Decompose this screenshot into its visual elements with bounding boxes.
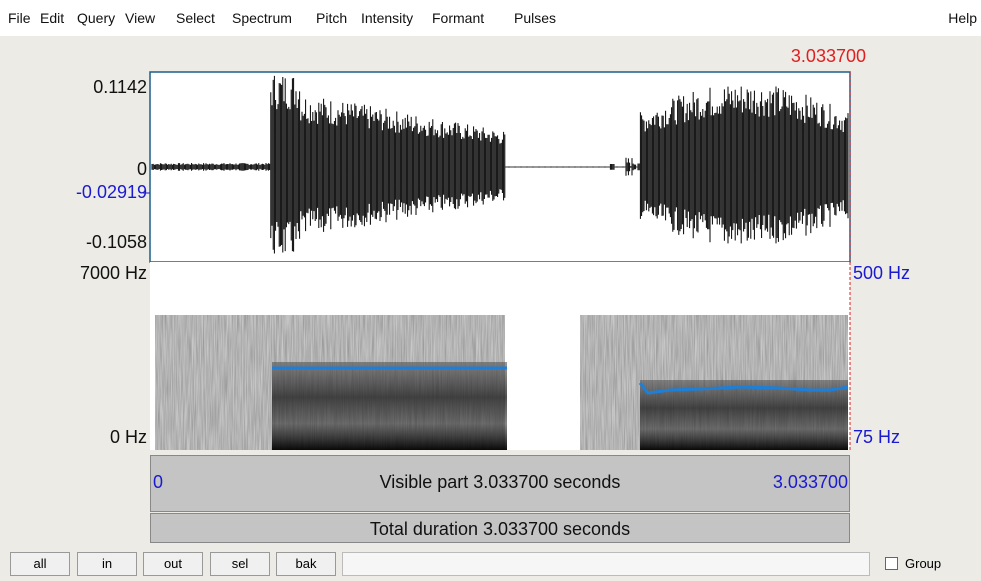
zoom-button[interactable]: bak bbox=[276, 552, 336, 576]
group-checkbox[interactable] bbox=[885, 557, 898, 570]
visible-end: 3.033700 bbox=[773, 472, 848, 493]
zoom-button[interactable]: sel bbox=[210, 552, 270, 576]
spectrogram-bottom: 0 Hz bbox=[110, 427, 147, 448]
pitch-bottom: 75 Hz bbox=[853, 427, 900, 448]
pitch-top: 500 Hz bbox=[853, 263, 910, 284]
menu-item[interactable]: Query bbox=[77, 10, 115, 26]
menu-item[interactable]: Pulses bbox=[514, 10, 556, 26]
praat-editor: Help 3.033700 0.1142 0 -0.02919 bbox=[0, 0, 981, 581]
scrollbar[interactable] bbox=[342, 552, 870, 576]
waveform-cursor: -0.02919 bbox=[76, 182, 147, 203]
menu-item[interactable]: Pitch bbox=[316, 10, 347, 26]
zoom-button[interactable]: all bbox=[10, 552, 70, 576]
spectrogram-top: 7000 Hz bbox=[80, 263, 147, 284]
zoom-button[interactable]: in bbox=[77, 552, 137, 576]
visible-label: Visible part 3.033700 seconds bbox=[150, 472, 850, 493]
menu-item[interactable]: View bbox=[125, 10, 155, 26]
menu-item[interactable]: Spectrum bbox=[232, 10, 292, 26]
menu-item[interactable]: Edit bbox=[40, 10, 64, 26]
group-label: Group bbox=[905, 556, 941, 571]
menu-item[interactable]: File bbox=[8, 10, 31, 26]
total-label: Total duration 3.033700 seconds bbox=[150, 519, 850, 540]
menu-item[interactable]: Intensity bbox=[361, 10, 413, 26]
menu-item[interactable]: Formant bbox=[432, 10, 484, 26]
waveform-max: 0.1142 bbox=[93, 77, 147, 98]
formant-band bbox=[272, 362, 507, 450]
waveform-zero: 0 bbox=[137, 159, 147, 180]
menu-item[interactable]: Select bbox=[176, 10, 215, 26]
zoom-button[interactable]: out bbox=[143, 552, 203, 576]
waveform-min: -0.1058 bbox=[86, 232, 147, 253]
